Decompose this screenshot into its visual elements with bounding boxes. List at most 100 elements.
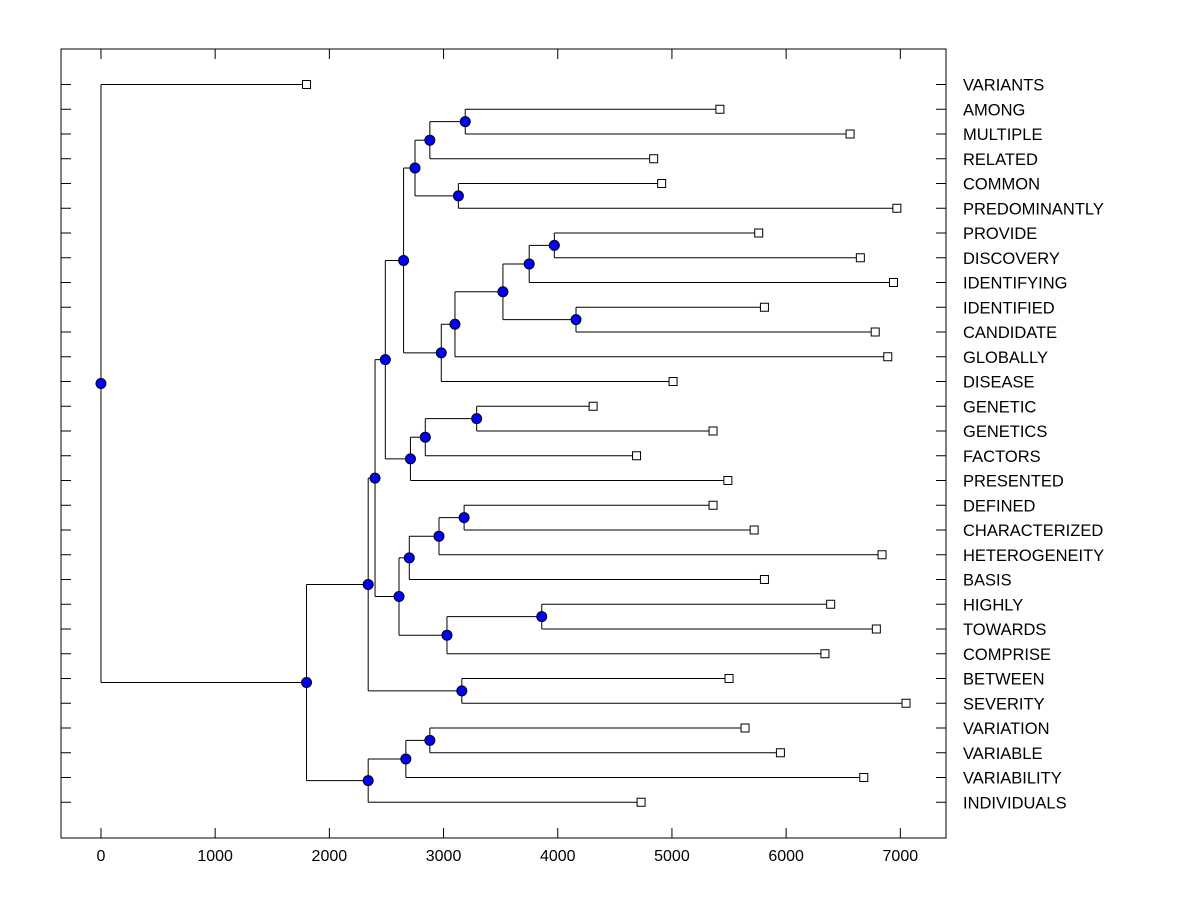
merge-node-marker [403, 552, 415, 564]
leaf-marker [826, 599, 836, 609]
leaf-label: SEVERITY [963, 695, 1045, 713]
merge-node-marker [523, 258, 535, 270]
merge-node-marker [458, 512, 470, 524]
leaf-label: MULTIPLE [963, 126, 1042, 144]
leaf-marker [740, 723, 750, 733]
leaf-marker [715, 104, 725, 114]
merge-node-marker [404, 453, 416, 465]
leaf-marker [883, 352, 893, 362]
leaf-label: BETWEEN [963, 671, 1045, 689]
leaf-label: DEFINED [963, 497, 1036, 515]
merge-node-marker [471, 413, 483, 425]
leaf-marker [754, 228, 764, 238]
leaf-label: IDENTIFIED [963, 299, 1055, 317]
merge-node-marker [369, 472, 381, 484]
merge-node-marker [379, 354, 391, 366]
leaf-label: COMPRISE [963, 646, 1051, 664]
leaf-marker [870, 327, 880, 337]
x-tick-label: 7000 [883, 848, 919, 865]
leaf-marker [759, 575, 769, 584]
x-tick-label: 1000 [197, 848, 233, 865]
leaf-marker [668, 377, 678, 386]
leaf-label: DISEASE [963, 374, 1035, 392]
y-ticks [61, 84, 946, 803]
leaf-marker [723, 476, 733, 485]
plot-frame [60, 48, 947, 839]
leaf-label: HETEROGENEITY [963, 547, 1104, 565]
leaf-marker [892, 203, 902, 213]
leaf-marker [888, 278, 898, 287]
leaf-label: AMONG [963, 101, 1025, 119]
leaf-label: CHARACTERIZED [963, 522, 1103, 540]
merge-node-marker [424, 734, 436, 746]
leaf-marker [901, 698, 911, 708]
leaf-marker [724, 674, 734, 683]
merge-node-marker [435, 347, 447, 359]
leaf-label: GENETIC [963, 398, 1036, 416]
x-tick-label: 5000 [654, 848, 690, 865]
merge-node-marker [409, 162, 421, 174]
merge-node-marker [424, 134, 436, 146]
node-markers [95, 116, 582, 787]
leaf-marker [588, 401, 598, 411]
leaf-marker [845, 129, 855, 139]
merge-node-marker [400, 753, 412, 765]
leaf-marker [859, 773, 869, 782]
x-tick-label: 6000 [768, 848, 804, 865]
merge-node-marker [459, 116, 471, 128]
x-axis: 0 1000 2000 3000 4000 5000 6000 7000 [97, 49, 919, 865]
leaf-marker [759, 302, 769, 312]
merge-node-marker [301, 677, 313, 689]
leaf-label: BASIS [963, 572, 1012, 590]
merge-node-marker [362, 578, 374, 590]
leaf-marker [708, 426, 718, 436]
leaf-marker [649, 154, 659, 164]
leaf-label: GLOBALLY [963, 349, 1048, 367]
leaf-label: TOWARDS [963, 621, 1046, 639]
merge-node-marker [362, 775, 374, 787]
x-tick-label: 3000 [426, 848, 462, 865]
leaf-label: PROVIDE [963, 225, 1037, 243]
leaf-markers [302, 80, 911, 807]
leaf-labels: VARIANTS AMONG MULTIPLE RELATED COMMON PREDOM… [963, 77, 1104, 813]
merge-node-marker [419, 431, 431, 443]
leaf-label: RELATED [963, 151, 1038, 169]
leaf-marker [632, 451, 642, 461]
leaf-label: GENETICS [963, 423, 1047, 441]
merge-node-marker [548, 239, 560, 251]
leaf-label: VARIABILITY [963, 770, 1062, 788]
leaf-label: CANDIDATE [963, 324, 1057, 342]
merge-node-marker [441, 629, 453, 641]
merge-node-marker [95, 378, 107, 390]
leaf-marker [749, 525, 759, 535]
leaf-marker [820, 649, 830, 659]
merge-node-marker [452, 190, 464, 202]
leaf-marker [877, 550, 887, 560]
leaf-label: DISCOVERY [963, 250, 1060, 268]
leaf-marker [855, 253, 865, 263]
leaf-label: VARIANTS [963, 77, 1044, 95]
leaf-marker [302, 80, 312, 89]
leaf-marker [636, 797, 646, 807]
leaf-label: FACTORS [963, 448, 1041, 466]
x-tick-label: 0 [97, 848, 106, 865]
leaf-label: IDENTIFYING [963, 275, 1068, 293]
leaf-label: VARIATION [963, 720, 1049, 738]
merge-node-marker [570, 314, 582, 326]
merge-node-marker [433, 530, 445, 542]
leaf-label: VARIABLE [963, 745, 1042, 763]
leaf-label: PRESENTED [963, 473, 1064, 491]
merge-node-marker [536, 611, 548, 623]
leaf-label: COMMON [963, 176, 1040, 194]
x-tick-label: 2000 [312, 848, 348, 865]
leaf-label: HIGHLY [963, 596, 1023, 614]
x-tick-label: 4000 [540, 848, 576, 865]
leaf-marker [871, 624, 881, 634]
leaf-label: PREDOMINANTLY [963, 200, 1104, 218]
merge-node-marker [393, 591, 405, 603]
merge-node-marker [449, 318, 461, 330]
leaf-marker [708, 500, 718, 510]
leaf-label: INDIVIDUALS [963, 794, 1067, 812]
merge-node-marker [497, 286, 509, 298]
